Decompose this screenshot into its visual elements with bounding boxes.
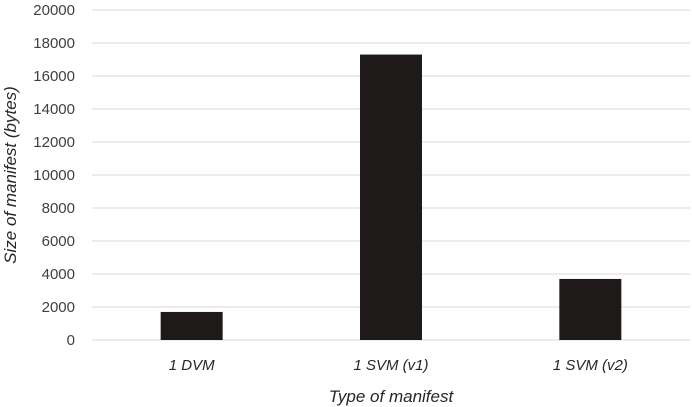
y-tick-label: 2000 (42, 299, 75, 316)
y-tick-labels: 0 2000 4000 6000 8000 10000 12000 14000 16000 180… (33, 2, 75, 349)
x-tick-label: 1 SVM (v2) (553, 357, 628, 374)
y-tick-label: 4000 (42, 266, 75, 283)
bar-1-dvm (160, 311, 223, 340)
y-tick-label: 6000 (42, 233, 75, 250)
y-tick-label: 10000 (33, 167, 75, 184)
y-tick-label: 12000 (33, 134, 75, 151)
bar-1-svm-v2 (559, 278, 622, 340)
bar-1-svm-v1 (360, 54, 422, 341)
x-tick-labels: 1 DVM 1 SVM (v1) 1 SVM (v2) (169, 357, 628, 374)
y-tick-label: 14000 (33, 101, 75, 118)
y-tick-label: 20000 (33, 2, 75, 19)
x-tick-label: 1 DVM (169, 357, 215, 374)
bars (160, 54, 622, 341)
y-tick-label: 18000 (33, 35, 75, 52)
y-axis-title: Size of manifest (bytes) (1, 86, 20, 264)
y-tick-label: 16000 (33, 68, 75, 85)
x-tick-label: 1 SVM (v1) (353, 357, 428, 374)
y-tick-label: 0 (67, 332, 75, 349)
x-axis-title: Type of manifest (329, 387, 455, 406)
y-tick-label: 8000 (42, 200, 75, 217)
